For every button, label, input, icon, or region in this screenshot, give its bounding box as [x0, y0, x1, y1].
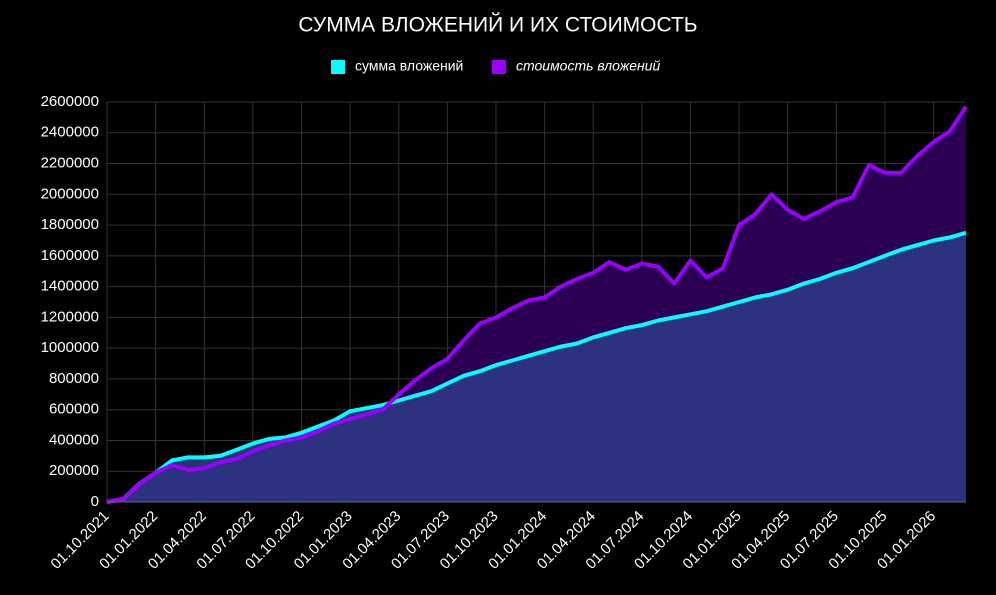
- y-tick-label: 2000000: [41, 185, 99, 202]
- chart-title: СУММА ВЛОЖЕНИЙ И ИХ СТОИМОСТЬ: [298, 13, 697, 37]
- y-tick-label: 2400000: [41, 124, 99, 141]
- legend-label: стоимость вложений: [516, 58, 661, 74]
- y-tick-label: 1000000: [41, 339, 99, 356]
- y-tick-label: 1400000: [41, 278, 99, 295]
- y-tick-label: 200000: [49, 462, 99, 479]
- y-tick-label: 1600000: [41, 247, 99, 264]
- y-tick-label: 2200000: [41, 155, 99, 172]
- line: [106, 230, 967, 504]
- y-tick-label: 800000: [49, 370, 99, 387]
- y-tick-label: 1800000: [41, 216, 99, 233]
- legend-swatch: [331, 60, 345, 74]
- y-tick-label: 400000: [49, 431, 99, 448]
- line: [106, 105, 968, 504]
- legend-label: сумма вложений: [355, 58, 463, 74]
- y-tick-label: 1200000: [41, 308, 99, 325]
- y-tick-label: 600000: [49, 401, 99, 418]
- legend-swatch: [492, 60, 506, 74]
- y-tick-label: 0: [91, 493, 99, 510]
- y-tick-label: 2600000: [41, 93, 99, 110]
